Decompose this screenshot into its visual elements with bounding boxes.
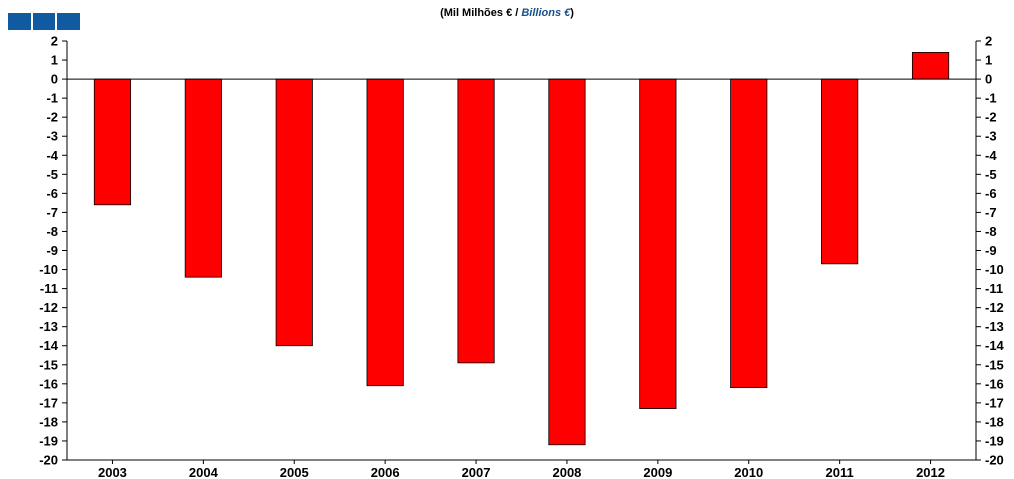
ytick-label-right: -9: [985, 243, 997, 258]
bar-2003: [93, 78, 132, 206]
xtick-label-2011: 2011: [826, 465, 854, 479]
ytick-label-left: -16: [39, 376, 58, 391]
ytick-label-left: -5: [46, 167, 58, 182]
xtick-label-2009: 2009: [643, 465, 672, 479]
ytick-label-left: -4: [46, 148, 58, 163]
ytick-label-left: -10: [39, 262, 58, 277]
ytick-label-right: 1: [985, 53, 992, 68]
ytick-label-left: 0: [51, 72, 58, 87]
ytick-label-left: -6: [46, 186, 58, 201]
bars-layer: [93, 52, 950, 446]
ytick-label-left: -13: [39, 319, 58, 334]
bar-2011: [821, 78, 859, 265]
ytick-label-right: -16: [985, 376, 1004, 391]
xtick-label-2008: 2008: [552, 465, 581, 479]
ytick-label-right: -3: [985, 129, 997, 144]
ytick-label-right: 0: [985, 72, 992, 87]
xtick-label-2003: 2003: [98, 465, 127, 479]
bar-2008: [548, 78, 586, 446]
ytick-label-left: -8: [46, 224, 58, 239]
xtick-label-2004: 2004: [189, 465, 219, 479]
ytick-label-right: -5: [985, 167, 997, 182]
ytick-label-right: -14: [985, 338, 1005, 353]
title-en: Billions €: [521, 7, 571, 19]
xtick-label-2006: 2006: [371, 465, 400, 479]
ytick-label-left: -17: [39, 395, 58, 410]
ytick-label-left: -15: [39, 357, 58, 372]
ytick-label-left: -1: [46, 91, 58, 106]
ytick-label-right: -1: [985, 91, 997, 106]
logo-block: [8, 13, 31, 30]
ytick-label-right: -18: [985, 414, 1004, 429]
title-close: ): [570, 7, 574, 19]
ytick-label-right: -15: [985, 357, 1004, 372]
ytick-label-right: -7: [985, 205, 997, 220]
ytick-label-right: -2: [985, 110, 997, 125]
title-pt: (Mil Milhões € /: [440, 7, 522, 19]
bar-2009: [639, 78, 677, 409]
bar-2006: [366, 78, 404, 387]
xtick-label-2010: 2010: [734, 465, 763, 479]
ytick-label-left: -3: [46, 129, 58, 144]
ytick-label-left: -19: [39, 433, 58, 448]
bar-2012: [911, 52, 950, 80]
ytick-label-left: -20: [39, 453, 58, 468]
ytick-label-right: -11: [985, 281, 1003, 296]
ytick-label-left: -7: [46, 205, 58, 220]
logo-block: [57, 13, 81, 30]
ytick-label-right: -4: [985, 148, 997, 163]
ytick-label-left: 2: [51, 34, 58, 49]
ytick-label-left: -2: [46, 110, 58, 125]
logo-block: [32, 13, 56, 30]
ytick-label-right: -17: [985, 395, 1004, 410]
xtick-label-2012: 2012: [916, 465, 945, 479]
xtick-label-2005: 2005: [280, 465, 309, 479]
ytick-label-right: -20: [985, 453, 1004, 468]
ytick-label-right: -12: [985, 300, 1004, 315]
ytick-label-right: -19: [985, 433, 1004, 448]
ytick-label-right: 2: [985, 34, 992, 49]
logo: [8, 13, 81, 30]
ytick-label-left: -14: [39, 338, 59, 353]
xtick-label-2007: 2007: [462, 465, 491, 479]
ytick-label-left: -12: [39, 300, 58, 315]
ytick-label-right: -10: [985, 262, 1004, 277]
bar-2010: [730, 78, 768, 389]
ytick-label-right: -13: [985, 319, 1004, 334]
ytick-label-left: -9: [46, 243, 58, 258]
ytick-label-right: -6: [985, 186, 997, 201]
ytick-label-left: -11: [40, 281, 58, 296]
ytick-label-left: -18: [39, 414, 58, 429]
chart-title: (Mil Milhões € / Billions €): [0, 7, 1014, 19]
axes-layer: 2 2 1 1 0 0 -1 -1 -2 -2 -3 -3 -4 -4 -5 -5 -6 -6 -7 -7 -8 -8 -9…: [39, 34, 1004, 479]
bar-2007: [457, 78, 495, 364]
bar-2004: [184, 78, 222, 278]
bar-2005: [275, 78, 313, 347]
ytick-label-right: -8: [985, 224, 997, 239]
ytick-label-left: 1: [51, 53, 58, 68]
